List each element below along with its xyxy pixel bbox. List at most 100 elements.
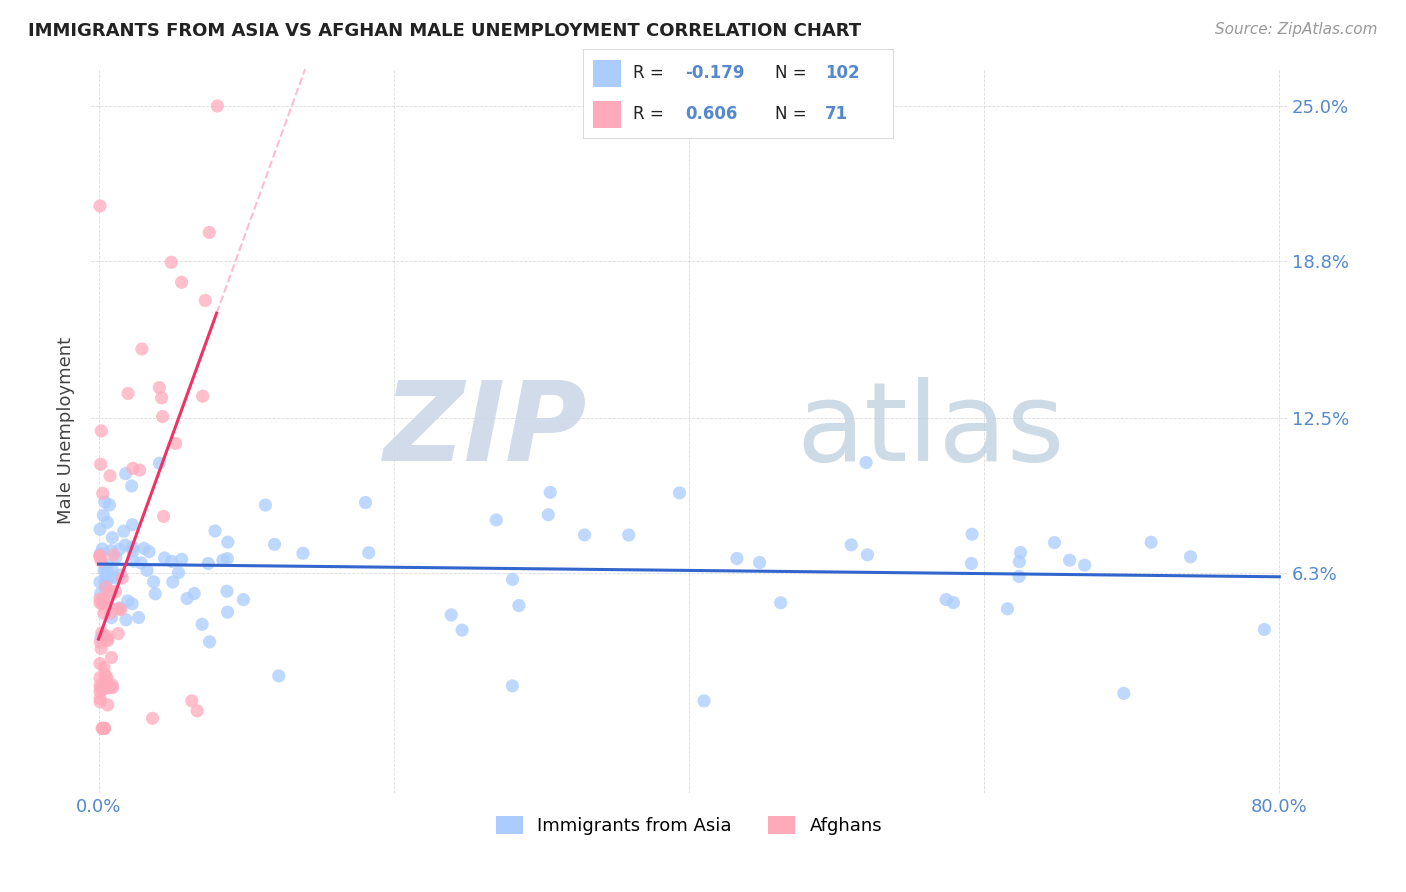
- Point: [1180, 549, 1202, 564]
- Point: [100, 584, 122, 599]
- Point: [191, 389, 214, 403]
- Point: [198, 226, 221, 240]
- Point: [291, 546, 314, 560]
- Point: [96, 516, 118, 530]
- Point: [121, 597, 143, 611]
- Point: [1010, 545, 1032, 559]
- Point: [997, 601, 1019, 615]
- Point: [112, 524, 135, 538]
- Point: [89, 522, 111, 536]
- Text: 102: 102: [825, 63, 859, 82]
- Text: 0.606: 0.606: [686, 105, 738, 123]
- Point: [94, 594, 117, 608]
- Point: [115, 613, 138, 627]
- Point: [98, 498, 121, 512]
- Point: [114, 467, 136, 481]
- Point: [94, 582, 117, 596]
- Point: [96, 560, 118, 574]
- Point: [148, 456, 170, 470]
- Point: [89, 635, 111, 649]
- Point: [668, 486, 690, 500]
- Point: [128, 610, 150, 624]
- Point: [90, 586, 112, 600]
- Point: [254, 498, 277, 512]
- Point: [180, 694, 202, 708]
- Point: [104, 550, 127, 565]
- Point: [501, 679, 523, 693]
- Point: [162, 574, 184, 589]
- Point: [89, 695, 111, 709]
- Point: [93, 563, 115, 577]
- Point: [94, 673, 117, 688]
- Point: [93, 722, 115, 736]
- Point: [217, 535, 239, 549]
- Point: [96, 632, 118, 646]
- Point: [207, 99, 229, 113]
- Point: [354, 495, 377, 509]
- Text: R =: R =: [633, 63, 669, 82]
- Point: [485, 513, 508, 527]
- Point: [142, 574, 165, 589]
- Point: [98, 468, 121, 483]
- Point: [94, 495, 117, 509]
- Point: [101, 678, 124, 692]
- Point: [122, 554, 145, 568]
- Point: [186, 704, 208, 718]
- Point: [90, 631, 112, 645]
- Point: [537, 508, 560, 522]
- Point: [152, 509, 174, 524]
- Point: [935, 592, 957, 607]
- Point: [725, 551, 748, 566]
- Point: [108, 542, 131, 557]
- Text: R =: R =: [633, 105, 669, 123]
- Point: [94, 574, 117, 589]
- Point: [89, 684, 111, 698]
- Point: [121, 540, 143, 554]
- Point: [1043, 535, 1066, 549]
- Point: [96, 629, 118, 643]
- Point: [101, 562, 124, 576]
- Point: [89, 671, 111, 685]
- Point: [93, 592, 115, 607]
- Point: [111, 571, 134, 585]
- Point: [440, 607, 463, 622]
- Point: [1112, 686, 1135, 700]
- Point: [143, 587, 166, 601]
- Point: [167, 566, 190, 580]
- Point: [97, 698, 120, 712]
- Point: [1059, 553, 1081, 567]
- Point: [1073, 558, 1095, 573]
- Point: [89, 591, 111, 606]
- Point: [90, 424, 112, 438]
- Point: [121, 479, 143, 493]
- Point: [94, 567, 117, 582]
- Point: [263, 537, 285, 551]
- Point: [101, 681, 124, 695]
- Point: [617, 528, 640, 542]
- Point: [170, 275, 193, 289]
- Point: [90, 641, 112, 656]
- Point: [769, 596, 792, 610]
- FancyBboxPatch shape: [593, 60, 620, 87]
- Text: IMMIGRANTS FROM ASIA VS AFGHAN MALE UNEMPLOYMENT CORRELATION CHART: IMMIGRANTS FROM ASIA VS AFGHAN MALE UNEM…: [28, 22, 862, 40]
- Point: [538, 485, 561, 500]
- Point: [97, 681, 120, 695]
- Y-axis label: Male Unemployment: Male Unemployment: [58, 337, 75, 524]
- Point: [960, 527, 983, 541]
- Point: [90, 554, 112, 568]
- Point: [94, 580, 117, 594]
- Point: [170, 552, 193, 566]
- Text: -0.179: -0.179: [686, 63, 745, 82]
- Point: [91, 486, 114, 500]
- Point: [89, 547, 111, 561]
- Point: [129, 556, 152, 570]
- Text: atlas: atlas: [797, 377, 1064, 484]
- Point: [89, 657, 111, 671]
- Point: [1008, 555, 1031, 569]
- Point: [89, 549, 111, 563]
- Point: [132, 541, 155, 556]
- Point: [104, 584, 127, 599]
- Point: [942, 596, 965, 610]
- Point: [90, 625, 112, 640]
- Point: [183, 586, 205, 600]
